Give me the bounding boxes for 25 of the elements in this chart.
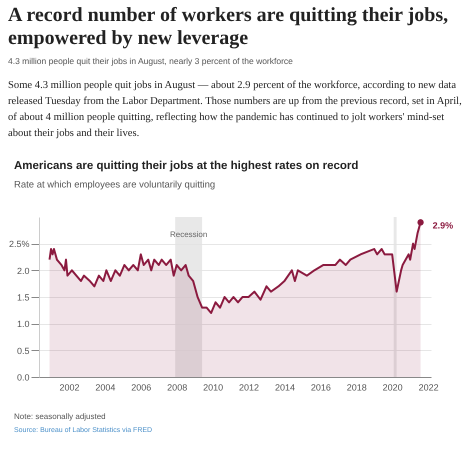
y-tick-label: 1.5 [16, 292, 30, 302]
text: Note: seasonally adjusted [14, 412, 107, 421]
x-tick-label: 2018 [346, 382, 367, 392]
text: Rate at which employees are voluntarily quitting [14, 180, 216, 190]
chart-subtitle: 4.3 million people quit their jobs in August, nearly 3 percent of the workforce [8, 56, 294, 66]
y-tick-label: 0.0 [16, 372, 30, 382]
x-tick-label: 2008 [167, 382, 188, 392]
x-tick-label: 2012 [239, 382, 260, 392]
x-tick-label: 2020 [382, 382, 403, 392]
text: Americans are quitting their jobs at the highest rates on record [14, 160, 358, 172]
x-tick-label: 2004 [95, 382, 116, 392]
x-tick-label: 2002 [59, 382, 80, 392]
x-tick-label: 2022 [418, 382, 439, 392]
x-tick-label: 2010 [203, 382, 224, 392]
x-tick-label: 2016 [310, 382, 331, 392]
y-tick-label: 2.0 [16, 266, 30, 276]
band-label: Recession [170, 230, 208, 239]
chart-title: A record number of workers are quitting their jobs, empowered by new leverage [8, 4, 450, 50]
y-tick-label: 2.5% [8, 239, 30, 250]
x-tick-label: 2014 [274, 382, 295, 392]
x-tick-label: 2006 [131, 382, 152, 392]
text: Some 4.3 million people quit jobs in August — about 2.9 percent of the workforce, according to new data released Tuesday from the Labor Department. Those numbers are up from the previous record, set in April, of about 4 million people quitting, reflecting how the pandemic has continued to jolt workers' mind-set about their jobs and their lives. [8, 79, 463, 141]
annotation: 2.9% [432, 220, 454, 230]
y-tick-label: 1.0 [16, 319, 30, 330]
y-tick-label: 0.5 [16, 346, 30, 356]
